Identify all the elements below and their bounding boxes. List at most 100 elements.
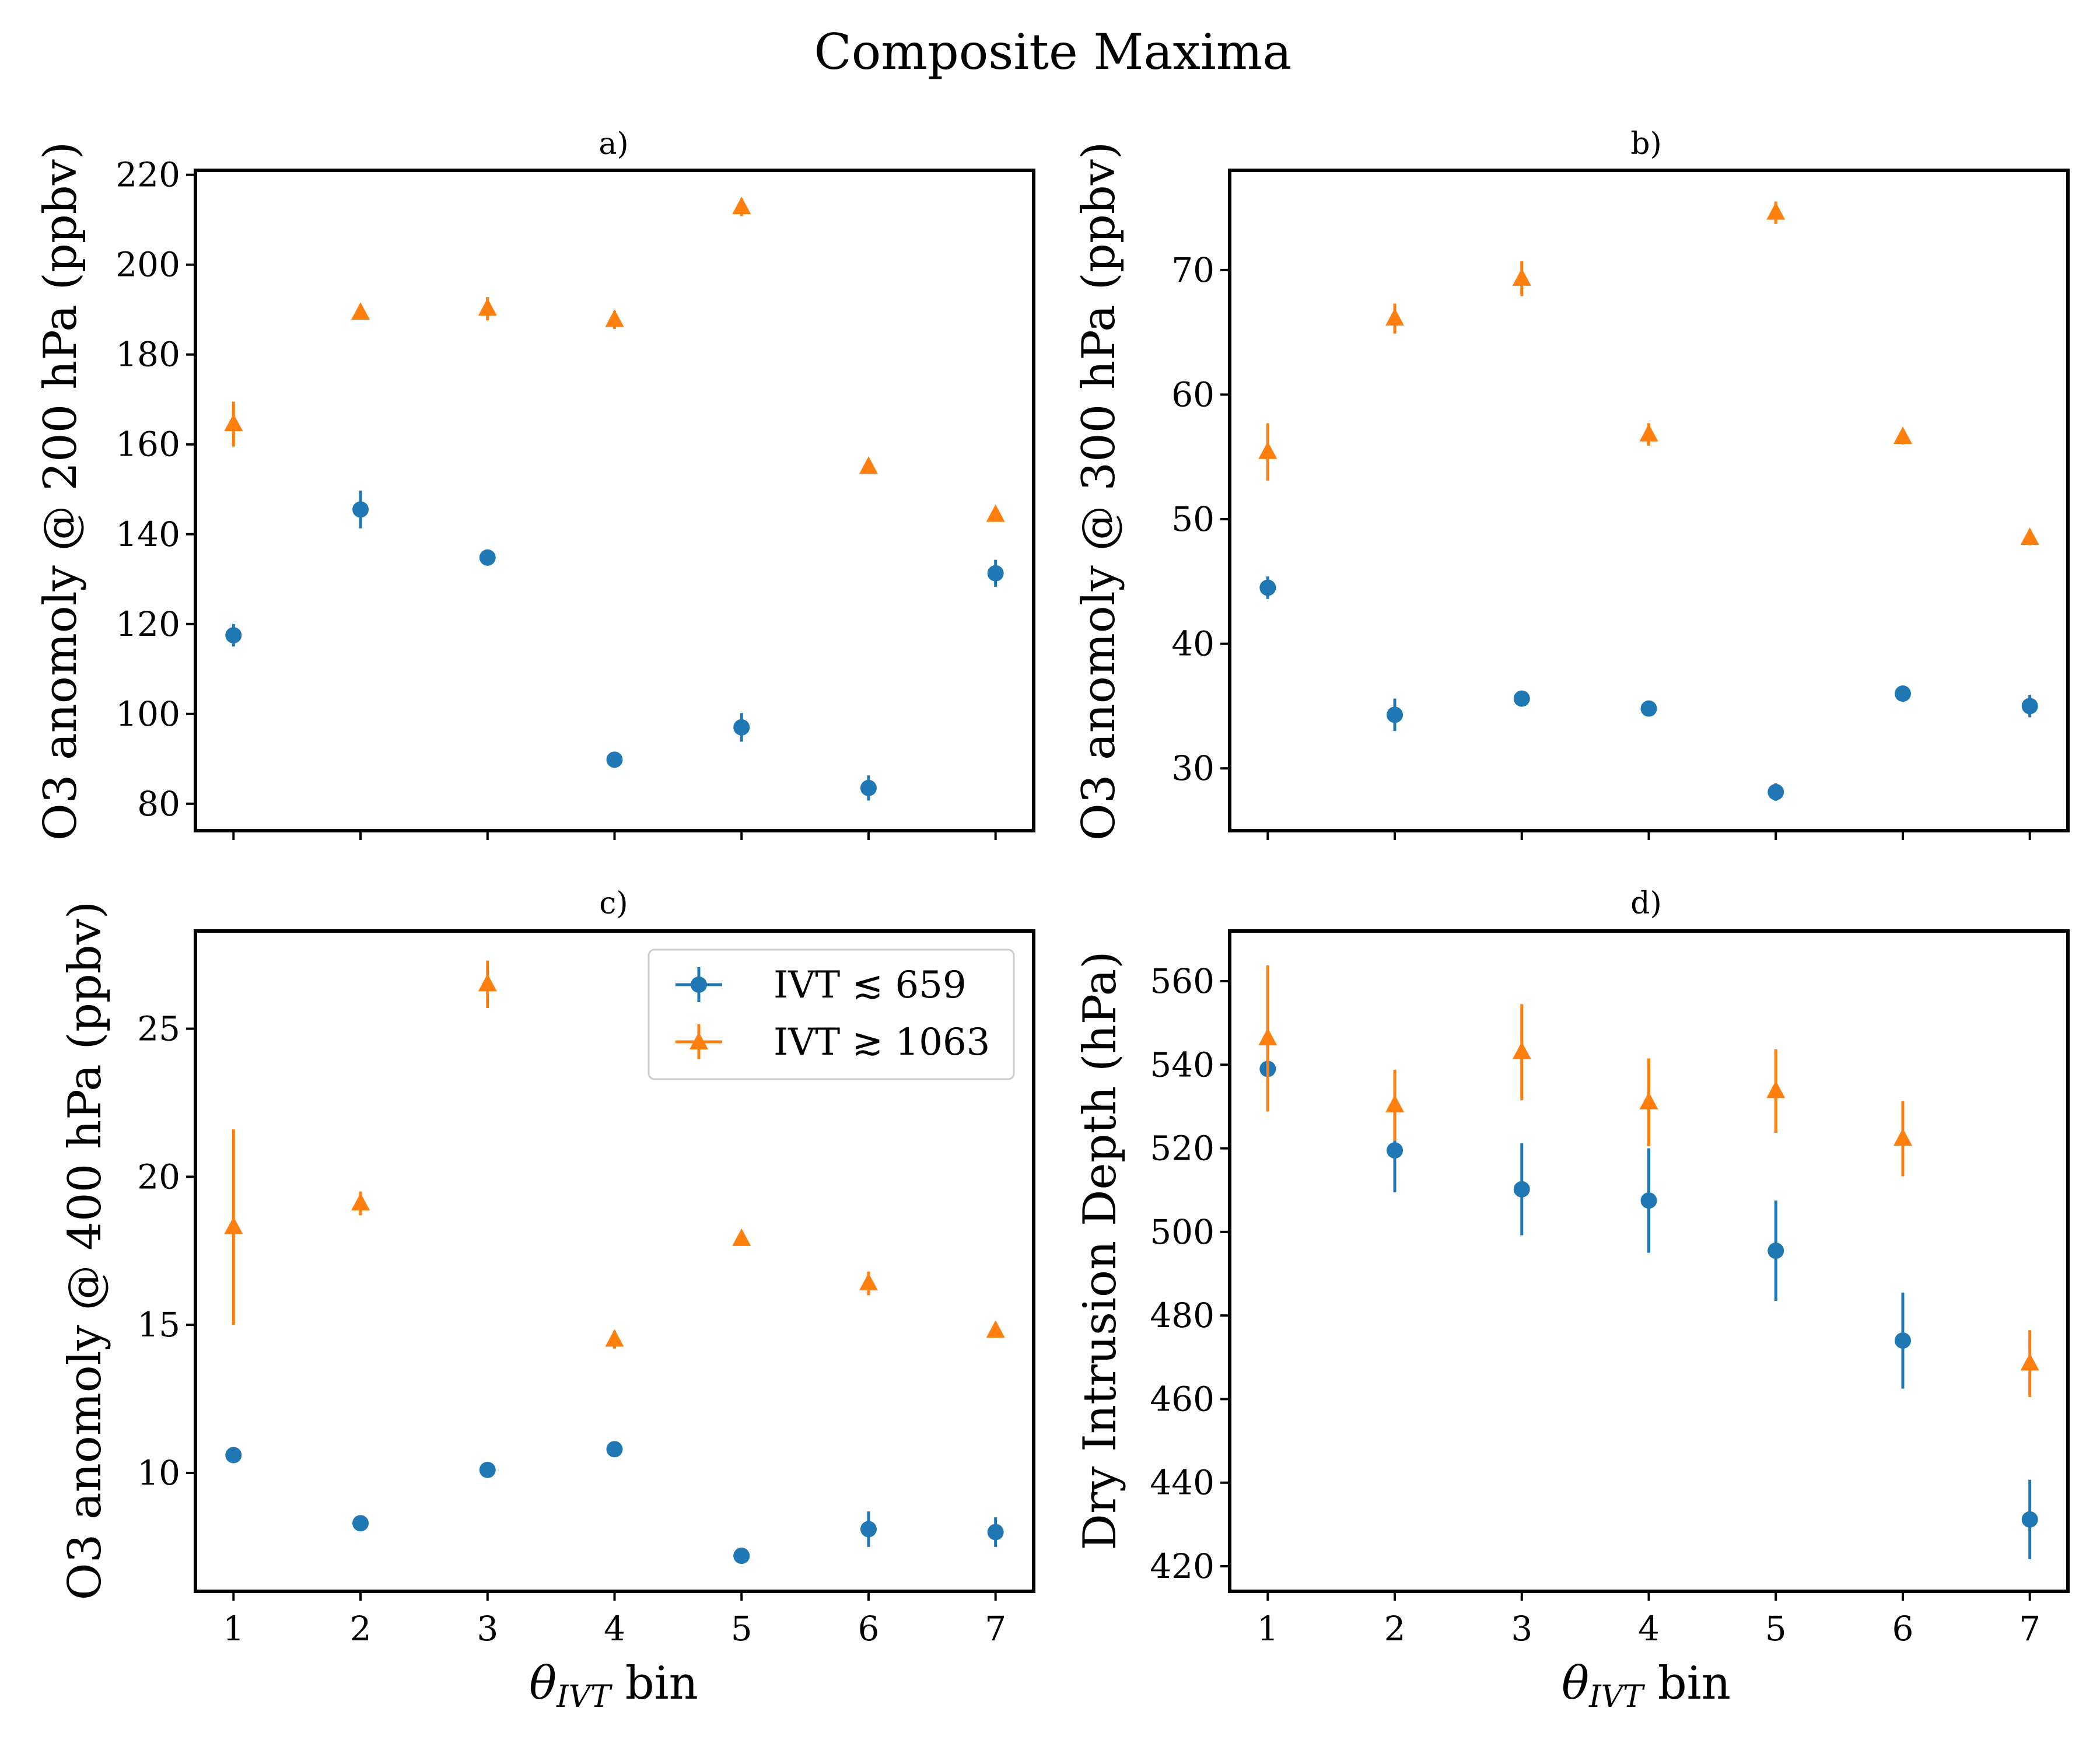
panel-d-ylabel: Dry Intrusion Depth (hPa) (1074, 951, 1126, 1550)
panel-b-title: b) (1630, 127, 1662, 162)
panel-b-low-point (1894, 685, 1911, 702)
panel-c-xtick-label: 7 (985, 1609, 1006, 1648)
panel-a-low-point (733, 719, 750, 736)
panel-d-high-point (1639, 1091, 1658, 1110)
panel-b-low-point (1387, 706, 1404, 723)
panel-d-xtick-label: 7 (2019, 1609, 2041, 1648)
panel-c-ytick-label: 25 (137, 1009, 180, 1049)
panel-d-high-point (2020, 1353, 2039, 1371)
panel-c-xlabel: θIVT bin (529, 1657, 698, 1714)
panel-d-xtick-label: 1 (1257, 1609, 1279, 1648)
panel-d: d) Dry Intrusion Depth (hPa) θIVT bin 42… (1074, 886, 2070, 1714)
panel-a-low-point (225, 627, 242, 644)
panel-d-xtick-label: 2 (1384, 1609, 1406, 1648)
panel-c-low-point (733, 1548, 750, 1564)
panel-b-high-point (1766, 202, 1786, 220)
panel-b-frame (1228, 169, 2070, 832)
panel-b-low-point (1640, 700, 1657, 717)
panel-b-low-point (1259, 579, 1276, 596)
panel-a-ylabel: O3 anomoly @ 200 hPa (ppbv) (34, 142, 87, 841)
legend-high-label: IVT ≳ 1063 (774, 1021, 990, 1064)
panel-a-ytick-label: 100 (116, 694, 180, 734)
panel-d-high-point (1893, 1128, 1912, 1146)
panel-d-ytick-label: 420 (1150, 1546, 1214, 1586)
panel-b-ytick-label: 50 (1171, 499, 1214, 539)
panel-d-title: d) (1630, 886, 1662, 921)
panel-b-ytick-label: 30 (1171, 748, 1214, 788)
panel-d-xtick-label: 5 (1765, 1609, 1787, 1648)
panel-c-xtick-label: 3 (477, 1609, 498, 1648)
panel-a-plot: 80 100 120 140 160 180 200 220 (116, 155, 1035, 840)
panel-d-high-point (1385, 1094, 1405, 1112)
panel-b-ytick-label: 60 (1171, 374, 1214, 414)
panel-a-ytick-label: 180 (116, 335, 180, 374)
panel-c-frame (194, 929, 1035, 1593)
panel-a-ytick-label: 80 (137, 784, 180, 824)
panel-b-ytick-label: 40 (1171, 624, 1214, 664)
panel-a-ytick-label: 140 (116, 514, 180, 554)
figure-title: Composite Maxima (814, 23, 1292, 80)
panel-a: a) O3 anomoly @ 200 hPa (ppbv) 80 100 120 1… (34, 127, 1035, 841)
panel-b-high-point (1512, 268, 1531, 286)
panel-a-frame (194, 169, 1035, 832)
panel-c-low-point (860, 1521, 877, 1538)
panel-a-low-point (479, 549, 496, 566)
panel-d-plot: 420 440 460 480 500 520 540 560 1 2 3 4 5 6 7 (1150, 929, 2070, 1648)
panel-d-low-point (2021, 1511, 2038, 1528)
panel-d-ytick-label: 500 (1150, 1212, 1214, 1252)
legend-low-label: IVT ≲ 659 (774, 964, 967, 1007)
panel-d-ytick-label: 520 (1150, 1129, 1214, 1168)
panel-b: b) O3 anomoly @ 300 hPa (ppbv) 30 40 50 60 7… (1073, 127, 2070, 841)
panel-d-high-point (1258, 1028, 1278, 1046)
panel-a-high-point (859, 456, 878, 474)
panel-c-high-point (732, 1228, 751, 1246)
panel-c-high-point (224, 1216, 243, 1234)
panel-a-low-point (860, 779, 877, 796)
panel-c-ylabel: O3 anomoly @ 400 hPa (ppbv) (59, 901, 111, 1601)
panel-b-ylabel: O3 anomoly @ 300 hPa (ppbv) (1073, 142, 1125, 841)
panel-c-xtick-label: 5 (731, 1609, 752, 1648)
panel-a-low-point (987, 565, 1004, 582)
legend-low-marker (676, 967, 722, 1002)
panel-d-xtick-label: 3 (1511, 1609, 1532, 1648)
panel-a-low-point (606, 751, 623, 768)
panel-c-high-point (351, 1193, 370, 1211)
panel-b-low-point (1513, 690, 1530, 707)
panel-c-high-point (605, 1329, 624, 1347)
panel-a-high-point (986, 504, 1005, 522)
panel-d-low-point (1768, 1242, 1784, 1259)
panel-c-ytick-label: 10 (137, 1453, 180, 1493)
panel-c-xtick-label: 2 (350, 1609, 372, 1648)
panel-d-ytick-label: 440 (1150, 1463, 1214, 1503)
panel-c-ytick-label: 15 (137, 1305, 180, 1345)
panel-a-high-point (478, 298, 497, 316)
panel-a-ytick-label: 200 (116, 245, 180, 285)
panel-d-xtick-label: 6 (1892, 1609, 1914, 1648)
panel-d-low-point (1513, 1181, 1530, 1198)
panel-d-ytick-label: 540 (1150, 1045, 1214, 1084)
legend-high-triangle (690, 1032, 708, 1049)
panel-a-ytick-label: 220 (116, 155, 180, 195)
panel-a-high-point (732, 197, 751, 215)
panel-c-plot: 10 15 20 25 1 2 3 4 5 6 7 (137, 929, 1035, 1648)
legend-high-marker (676, 1024, 722, 1059)
panel-c-high-point (986, 1320, 1005, 1338)
panel-c-xtick-label: 1 (223, 1609, 244, 1648)
panel-c: c) O3 anomoly @ 400 hPa (ppbv) θIVT bin … (59, 886, 1035, 1714)
panel-c-low-point (352, 1515, 369, 1532)
panel-b-high-point (1258, 441, 1278, 459)
panel-d-ytick-label: 480 (1150, 1296, 1214, 1335)
panel-d-ytick-label: 460 (1150, 1379, 1214, 1419)
panel-b-high-point (1385, 308, 1405, 326)
panel-a-high-point (351, 302, 370, 320)
panel-d-xtick-label: 4 (1638, 1609, 1660, 1648)
panel-d-low-point (1894, 1332, 1911, 1349)
panel-a-high-point (224, 414, 243, 432)
panel-c-high-point (478, 974, 497, 992)
panel-b-high-point (2020, 527, 2039, 545)
panel-a-low-point (352, 501, 369, 518)
legend-box (648, 949, 1015, 1080)
panel-b-high-point (1639, 424, 1658, 442)
panel-c-low-point (606, 1441, 623, 1458)
